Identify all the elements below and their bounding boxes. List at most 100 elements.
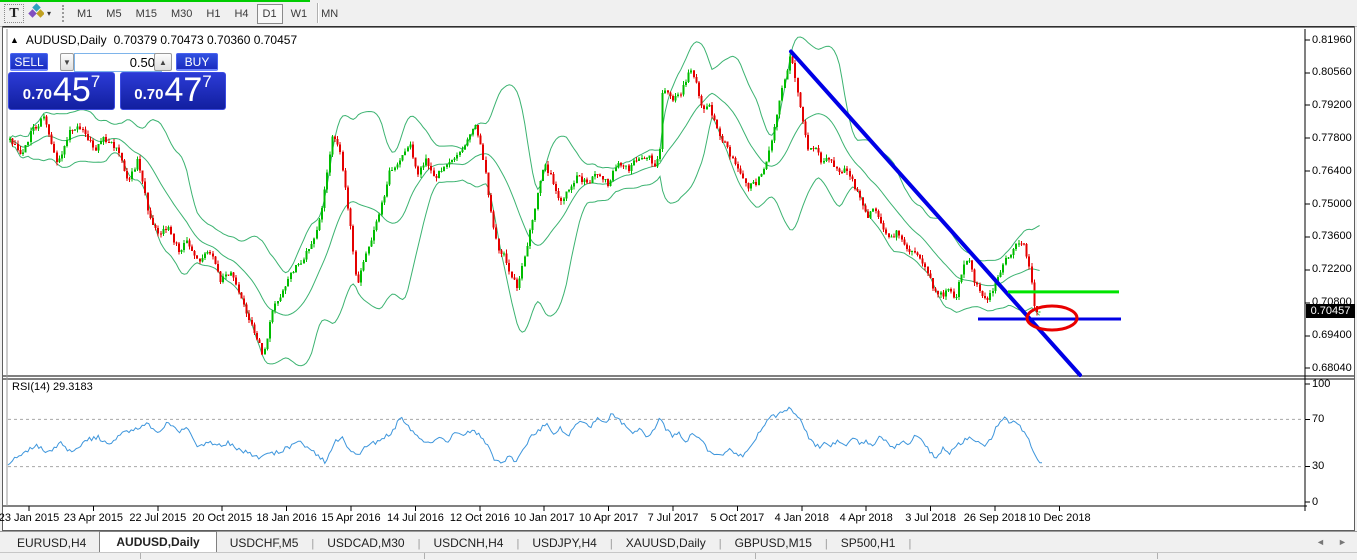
rsi-axis-label: 30 bbox=[1312, 460, 1325, 473]
collapse-arrow-icon[interactable]: ▲ bbox=[10, 35, 19, 45]
sell-button[interactable]: SELL bbox=[10, 53, 48, 71]
top-accent-line bbox=[0, 0, 310, 2]
date-axis-label: 23 Jan 2015 bbox=[0, 512, 60, 524]
price-axis-label: 0.77800 bbox=[1312, 131, 1352, 144]
tab-separator: | bbox=[516, 538, 520, 550]
timeframe-toolbar: M1 M5 M15 M30 H1 H4 D1 W1 MN bbox=[70, 3, 345, 24]
buy-price-panel[interactable]: 0.70 47 7 bbox=[120, 72, 226, 110]
timeframe-button-h1[interactable]: H1 bbox=[200, 4, 226, 24]
timeframe-button-w1[interactable]: W1 bbox=[285, 4, 314, 24]
price-axis-label: 0.80560 bbox=[1312, 66, 1352, 79]
down-arrow-icon: ▼ bbox=[63, 57, 71, 67]
status-bar bbox=[0, 552, 1357, 560]
price-axis-label: 0.69400 bbox=[1312, 329, 1352, 342]
chart-tab-usdcad[interactable]: USDCAD,M30 bbox=[327, 536, 405, 550]
trendline-drawing bbox=[789, 49, 1082, 377]
chart-tab-bar: EURUSD,H4 AUDUSD,Daily USDCHF,M5 | USDCAD,M3… bbox=[0, 531, 1357, 552]
date-axis-label: 3 Jul 2018 bbox=[905, 512, 956, 524]
price-axis-label: 0.75000 bbox=[1312, 197, 1352, 210]
timeframe-button-m30[interactable]: M30 bbox=[165, 4, 198, 24]
sell-price-digits: 45 bbox=[52, 71, 91, 110]
status-bar-separator bbox=[1157, 553, 1158, 559]
date-axis-label: 20 Oct 2015 bbox=[192, 512, 253, 524]
timeframe-button-d1[interactable]: D1 bbox=[256, 3, 283, 24]
chart-symbol-label: AUDUSD,Daily bbox=[25, 33, 107, 47]
volume-decrease-button[interactable]: ▼ bbox=[60, 53, 74, 71]
chart-tab-sp500[interactable]: SP500,H1 bbox=[840, 536, 896, 550]
toolbar-grip[interactable] bbox=[62, 5, 67, 22]
chart-canvas[interactable] bbox=[0, 0, 1357, 531]
rsi-axis-label: 0 bbox=[1312, 495, 1319, 508]
chart-ohlc-values: 0.70379 0.70473 0.70360 0.70457 bbox=[113, 33, 298, 47]
one-click-trading-panel: SELL ▼ 0.50 ▲ BUY 0.70 45 7 0.70 47 7 bbox=[8, 47, 226, 111]
price-axis-label: 0.68040 bbox=[1312, 361, 1352, 374]
chart-tab-usdjpy[interactable]: USDJPY,H4 bbox=[532, 536, 597, 550]
rsi-axis-label: 70 bbox=[1312, 412, 1325, 425]
drawing-color-tool[interactable]: ▾ bbox=[28, 3, 58, 24]
volume-increase-button[interactable]: ▲ bbox=[154, 53, 172, 71]
top-toolbar: T ▾ M1 M5 M15 M30 H1 H4 D1 W1 MN bbox=[0, 0, 1357, 27]
rsi-line bbox=[7, 406, 1043, 466]
chart-tab-usdchf[interactable]: USDCHF,M5 bbox=[229, 536, 299, 550]
up-arrow-icon: ▲ bbox=[159, 57, 167, 67]
sell-price-panel[interactable]: 0.70 45 7 bbox=[8, 72, 115, 110]
buy-price-prefix: 0.70 bbox=[134, 86, 164, 103]
timeframe-button-m5[interactable]: M5 bbox=[100, 4, 127, 24]
status-bar-separator bbox=[424, 553, 425, 559]
price-axis-label: 0.79200 bbox=[1312, 98, 1352, 111]
date-axis-label: 18 Jan 2016 bbox=[256, 512, 317, 524]
date-axis-label: 10 Jan 2017 bbox=[513, 512, 575, 524]
text-tool-button[interactable]: T bbox=[4, 4, 24, 23]
chart-tab-xauusd[interactable]: XAUUSD,Daily bbox=[625, 536, 706, 550]
tab-separator: | bbox=[824, 538, 828, 550]
date-axis-label: 5 Oct 2017 bbox=[710, 512, 765, 524]
status-bar-separator bbox=[755, 553, 756, 559]
ellipse-drawing bbox=[1025, 304, 1079, 332]
date-axis-label: 10 Apr 2017 bbox=[578, 512, 639, 524]
rsi-indicator-label: RSI(14) 29.3183 bbox=[12, 381, 93, 393]
current-price-badge: 0.70457 bbox=[1306, 304, 1355, 318]
date-axis-label: 4 Apr 2018 bbox=[839, 512, 893, 524]
price-axis-label: 0.72200 bbox=[1312, 263, 1352, 276]
buy-price-pipette: 7 bbox=[202, 72, 212, 91]
date-axis-label: 26 Sep 2018 bbox=[963, 512, 1027, 524]
date-axis-label: 10 Dec 2018 bbox=[1028, 512, 1091, 524]
tab-separator: | bbox=[718, 538, 722, 550]
candles bbox=[9, 53, 1041, 355]
chart-tab-audusd[interactable]: AUDUSD,Daily bbox=[99, 531, 217, 552]
date-axis-label: 4 Jan 2018 bbox=[774, 512, 830, 524]
tab-scroll-left-icon[interactable]: ◄ bbox=[1316, 537, 1325, 547]
sell-price-prefix: 0.70 bbox=[22, 86, 52, 103]
sell-price-pipette: 7 bbox=[90, 72, 101, 91]
tab-separator: | bbox=[311, 538, 315, 550]
status-bar-separator bbox=[140, 553, 141, 559]
dropdown-caret-icon: ▾ bbox=[47, 9, 52, 18]
date-axis-label: 15 Apr 2016 bbox=[321, 512, 381, 524]
chart-tab-gbpusd[interactable]: GBPUSD,M15 bbox=[734, 536, 812, 550]
price-axis-label: 0.81960 bbox=[1312, 33, 1352, 46]
chart-tab-eurusd[interactable]: EURUSD,H4 bbox=[17, 536, 87, 550]
buy-price-digits: 47 bbox=[164, 71, 203, 110]
date-axis-label: 22 Jul 2015 bbox=[129, 512, 187, 524]
chart-window bbox=[2, 26, 1355, 531]
volume-input[interactable]: 0.50 bbox=[74, 53, 162, 72]
timeframe-button-m1[interactable]: M1 bbox=[71, 4, 98, 24]
toolbar-separator bbox=[317, 3, 319, 23]
timeframe-button-m15[interactable]: M15 bbox=[130, 4, 163, 24]
date-axis-label: 7 Jul 2017 bbox=[647, 512, 699, 524]
tab-scroll-right-icon[interactable]: ► bbox=[1338, 537, 1347, 547]
date-axis-label: 23 Apr 2015 bbox=[63, 512, 124, 524]
date-axis-label: 14 Jul 2016 bbox=[386, 512, 444, 524]
date-axis-label: 12 Oct 2016 bbox=[449, 512, 510, 524]
chart-tab-usdcnh[interactable]: USDCNH,H4 bbox=[433, 536, 504, 550]
price-axis-label: 0.73600 bbox=[1312, 230, 1352, 243]
tab-separator: | bbox=[417, 538, 421, 550]
timeframe-button-mn[interactable]: MN bbox=[315, 4, 344, 24]
rsi-axis-label: 100 bbox=[1312, 377, 1331, 390]
timeframe-button-h4[interactable]: H4 bbox=[228, 4, 254, 24]
tab-separator: | bbox=[908, 538, 912, 550]
buy-button[interactable]: BUY bbox=[176, 53, 218, 71]
color-diamonds-icon bbox=[28, 3, 45, 24]
price-axis-label: 0.76400 bbox=[1312, 164, 1352, 177]
chart-title: ▲ AUDUSD,Daily 0.70379 0.70473 0.70360 0… bbox=[10, 33, 297, 47]
